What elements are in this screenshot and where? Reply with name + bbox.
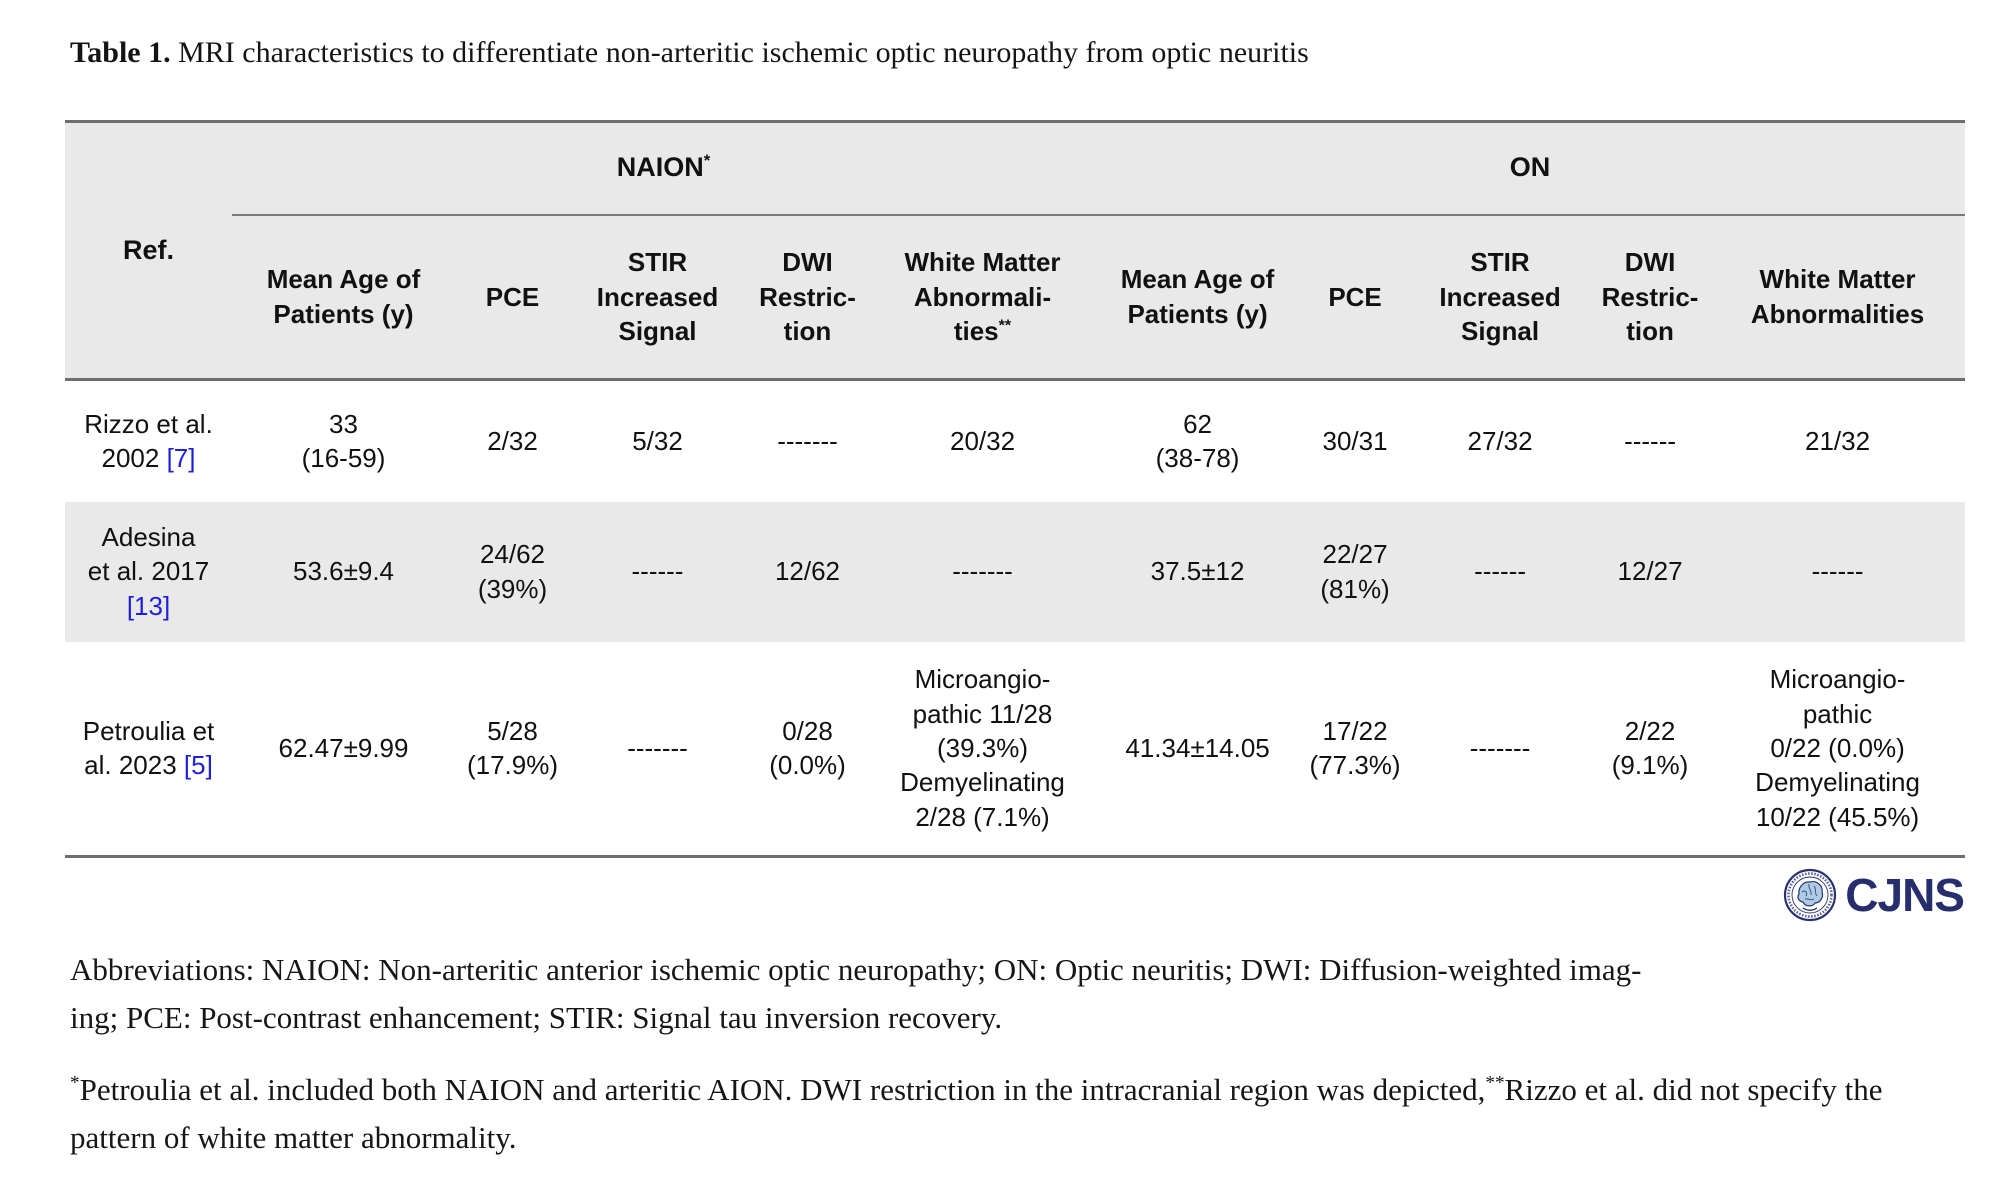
table-cell: 37.5±12 — [1095, 501, 1301, 642]
table-row-adesina: Adesina et al. 2017 [13] 53.6±9.4 24/62 … — [65, 501, 1966, 642]
citation-link[interactable]: [5] — [183, 750, 213, 781]
journal-logo-text: CJNS — [1845, 869, 1965, 921]
footnote-text-petroulia: Petroulia et al. included both NAION and… — [79, 1072, 1486, 1107]
column-header-naion-white-matter-label: White Matter Abnormali- ties — [904, 247, 1061, 346]
citation-link[interactable]: [7] — [166, 443, 196, 474]
column-header-naion-pce: PCE — [455, 214, 570, 381]
ref-cell: Rizzo et al. 2002 [7] — [65, 379, 232, 502]
table-cell: 12/62 — [745, 501, 870, 642]
group-header-on-label: ON — [1509, 152, 1551, 183]
group-header-naion: NAION* — [232, 121, 1096, 216]
mri-characteristics-table: Ref. NAION* ON Mean Age of Patients (y) … — [65, 120, 1966, 858]
table-cell: ------- — [570, 641, 745, 857]
naion-footnote-marker: * — [703, 151, 711, 171]
table-cell: 27/32 — [1410, 379, 1591, 502]
table-cell: 30/31 — [1300, 379, 1411, 502]
table-row-rizzo: Rizzo et al. 2002 [7] 33 (16-59) 2/32 5/… — [65, 379, 1966, 502]
abbreviations-footnote: Abbreviations: NAION: Non-arteritic ante… — [70, 952, 1642, 1036]
column-header-on-stir: STIR Increased Signal — [1410, 214, 1591, 381]
table-cell: 62.47±9.99 — [232, 641, 455, 857]
white-matter-footnote-marker: ** — [998, 316, 1012, 335]
table-cell: ------- — [870, 501, 1096, 642]
study-notes-footnote: *Petroulia et al. included both NAION an… — [70, 1066, 1955, 1162]
study-reference: Adesina et al. 2017 — [87, 522, 210, 587]
table-cell: 5/28 (17.9%) — [455, 641, 570, 857]
table-cell: 2/32 — [455, 379, 570, 502]
column-header-naion-stir: STIR Increased Signal — [570, 214, 745, 381]
table-cell: 20/32 — [870, 379, 1096, 502]
column-header-on-dwi: DWI Restric- tion — [1590, 214, 1711, 381]
table-cell: 33 (16-59) — [232, 379, 455, 502]
footnote-text-rizzo: Rizzo et al. did not specify the pattern… — [70, 1072, 1883, 1156]
column-header-on-white-matter: White Matter Abnormalities — [1710, 214, 1966, 381]
table-cell: ------- — [745, 379, 870, 502]
journal-logo: CJNS — [1783, 866, 1965, 924]
table-caption-text: MRI characteristics to differentiate non… — [170, 36, 1309, 69]
table-cell: 12/27 — [1590, 501, 1711, 642]
column-header-on-pce: PCE — [1300, 214, 1411, 381]
table-cell: 17/22 (77.3%) — [1300, 641, 1411, 857]
table-caption: Table 1. MRI characteristics to differen… — [70, 36, 1309, 70]
column-header-naion-white-matter: White Matter Abnormali- ties** — [870, 214, 1096, 381]
table-cell: Microangio- pathic 0/22 (0.0%) Demyelina… — [1710, 641, 1966, 857]
table-row-petroulia: Petroulia et al. 2023 [5] 62.47±9.99 5/2… — [65, 641, 1966, 857]
footnote-marker-single: * — [70, 1072, 80, 1094]
table-caption-label: Table 1. — [70, 36, 171, 69]
table-cell: 24/62 (39%) — [455, 501, 570, 642]
table-cell: ------ — [1590, 379, 1711, 502]
table-cell: 41.34±14.05 — [1095, 641, 1301, 857]
column-header-naion-dwi: DWI Restric- tion — [745, 214, 870, 381]
table-cell: Microangio- pathic 11/28 (39.3%) Demyeli… — [870, 641, 1096, 857]
ref-cell: Adesina et al. 2017 [13] — [65, 501, 232, 642]
study-reference: Rizzo et al. 2002 — [84, 408, 213, 474]
column-header-on-mean-age: Mean Age of Patients (y) — [1095, 214, 1301, 381]
ref-cell: Petroulia et al. 2023 [5] — [65, 641, 232, 857]
citation-link[interactable]: [13] — [126, 590, 171, 621]
table-cell: 5/32 — [570, 379, 745, 502]
cjns-seal-icon — [1784, 868, 1837, 922]
table-cell: 0/28 (0.0%) — [745, 641, 870, 857]
group-header-on: ON — [1095, 121, 1966, 216]
table-cell: ------ — [1410, 501, 1591, 642]
table-cell: ------ — [1710, 501, 1966, 642]
group-header-naion-label: NAION — [616, 152, 704, 183]
table-cell: 22/27 (81%) — [1300, 501, 1411, 642]
footnote-marker-double: ** — [1485, 1072, 1505, 1094]
column-header-ref: Ref. — [65, 121, 232, 381]
table-cell: ------- — [1410, 641, 1591, 857]
table-cell: 2/22 (9.1%) — [1590, 641, 1711, 857]
table-cell: 21/32 — [1710, 379, 1966, 502]
table-cell: ------ — [570, 501, 745, 642]
study-reference: Petroulia et al. 2023 — [82, 715, 215, 781]
table-cell: 53.6±9.4 — [232, 501, 455, 642]
table-cell: 62 (38-78) — [1095, 379, 1301, 502]
column-header-naion-mean-age: Mean Age of Patients (y) — [232, 214, 455, 381]
